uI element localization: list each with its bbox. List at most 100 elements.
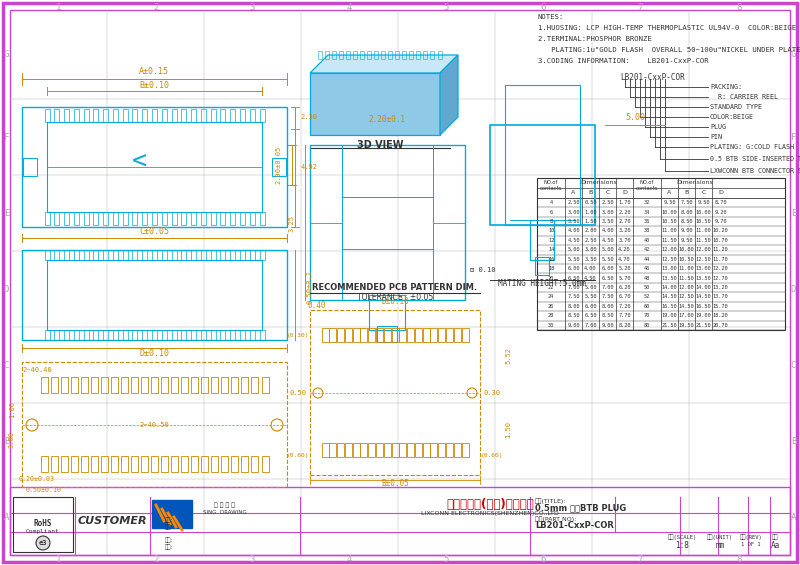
Text: 7.50: 7.50: [602, 294, 614, 299]
Text: 3.00: 3.00: [584, 247, 597, 253]
Text: 13.00: 13.00: [696, 266, 711, 271]
Bar: [250, 109, 254, 122]
Bar: [374, 51, 378, 59]
Bar: [113, 250, 118, 260]
Text: 2.TERMINAL:PHOSPHOR BRONZE: 2.TERMINAL:PHOSPHOR BRONZE: [538, 36, 652, 42]
Bar: [391, 443, 398, 457]
Text: 7.50: 7.50: [567, 294, 580, 299]
Text: 3.00: 3.00: [602, 210, 614, 215]
Text: 10.00: 10.00: [662, 210, 678, 215]
Bar: [330, 443, 336, 457]
Bar: [152, 330, 157, 340]
Text: 8.50: 8.50: [602, 314, 614, 318]
Text: 6.00: 6.00: [584, 304, 597, 309]
Text: 10.20: 10.20: [713, 228, 728, 233]
Text: B: B: [588, 190, 593, 195]
Text: 30: 30: [548, 323, 554, 328]
Text: 11.20: 11.20: [713, 247, 728, 253]
Bar: [345, 443, 352, 457]
Text: 12.50: 12.50: [678, 294, 694, 299]
Text: 3.50: 3.50: [567, 219, 580, 224]
Bar: [454, 328, 461, 342]
Text: 4.20: 4.20: [618, 247, 630, 253]
Text: 5.50: 5.50: [567, 257, 580, 262]
Text: 12.00: 12.00: [662, 247, 678, 253]
Bar: [41, 377, 47, 393]
Text: 1.HUOSING: LCP HIGH-TEMP THERMOPLASTIC UL94V-0  COLOR:BEIGE: 1.HUOSING: LCP HIGH-TEMP THERMOPLASTIC U…: [538, 25, 796, 31]
Bar: [310, 145, 465, 300]
Text: 7.00: 7.00: [567, 285, 580, 290]
Bar: [222, 377, 228, 393]
Bar: [391, 328, 398, 342]
Bar: [376, 443, 383, 457]
Bar: [23, 158, 37, 176]
Bar: [113, 109, 118, 122]
Bar: [171, 212, 177, 225]
Bar: [152, 250, 157, 260]
Text: 10.70: 10.70: [713, 238, 728, 243]
Bar: [415, 328, 422, 342]
Bar: [530, 220, 554, 260]
Text: D±0.10: D±0.10: [139, 350, 169, 359]
Text: 3D VIEW: 3D VIEW: [357, 140, 403, 150]
Text: 版本: 版本: [772, 534, 778, 540]
Text: 8.50: 8.50: [567, 314, 580, 318]
Bar: [90, 456, 98, 472]
Bar: [142, 330, 147, 340]
Bar: [141, 456, 148, 472]
Text: 11.50: 11.50: [678, 276, 694, 281]
Text: B±0.10: B±0.10: [139, 81, 169, 90]
Text: 1.50: 1.50: [505, 421, 511, 438]
Bar: [395, 51, 399, 59]
Bar: [131, 377, 138, 393]
Text: 2.30: 2.30: [301, 114, 318, 120]
Text: RoHS: RoHS: [34, 519, 52, 528]
Text: e3: e3: [38, 540, 47, 546]
Bar: [10, 487, 790, 555]
Text: E: E: [4, 208, 9, 218]
Text: 10.00: 10.00: [696, 210, 711, 215]
Text: 16.50: 16.50: [662, 304, 678, 309]
Text: SING. DRAWING: SING. DRAWING: [203, 510, 247, 515]
Polygon shape: [440, 55, 458, 135]
Text: C: C: [4, 360, 9, 370]
Bar: [399, 443, 406, 457]
Text: 9.20: 9.20: [714, 210, 726, 215]
Bar: [262, 377, 269, 393]
Bar: [162, 109, 166, 122]
Text: 4.50: 4.50: [567, 238, 580, 243]
Text: 0.50±0.10: 0.50±0.10: [26, 487, 62, 493]
Bar: [90, 377, 98, 393]
Text: 6.50: 6.50: [602, 276, 614, 281]
Bar: [122, 212, 128, 225]
Bar: [64, 109, 69, 122]
Text: 4.50: 4.50: [584, 276, 597, 281]
Text: 4: 4: [347, 2, 352, 11]
Text: 11.00: 11.00: [678, 266, 694, 271]
Text: 3.CODING INFORMATION:    LB201-CxxP-COR: 3.CODING INFORMATION: LB201-CxxP-COR: [538, 58, 709, 64]
Text: 7: 7: [638, 554, 643, 563]
Text: 1 OF 1: 1 OF 1: [742, 542, 761, 547]
Text: 5.70: 5.70: [618, 276, 630, 281]
Text: 1.50: 1.50: [584, 219, 597, 224]
Bar: [242, 377, 249, 393]
Text: D: D: [791, 285, 796, 293]
Text: 12.70: 12.70: [713, 276, 728, 281]
Text: 20.70: 20.70: [713, 323, 728, 328]
Bar: [251, 456, 258, 472]
Bar: [262, 456, 269, 472]
Text: PLUG: PLUG: [710, 124, 726, 130]
Bar: [360, 51, 364, 59]
Bar: [50, 377, 58, 393]
Bar: [111, 377, 118, 393]
Bar: [64, 330, 69, 340]
Bar: [210, 330, 216, 340]
Text: TOLERANCE : ±0.05: TOLERANCE : ±0.05: [357, 293, 433, 302]
Bar: [535, 257, 549, 275]
Text: 3.00: 3.00: [567, 210, 580, 215]
Text: contacts: contacts: [540, 185, 562, 190]
Text: 7.50: 7.50: [680, 200, 693, 205]
Text: 5: 5: [444, 554, 449, 563]
Bar: [438, 443, 445, 457]
Text: 22: 22: [548, 285, 554, 290]
